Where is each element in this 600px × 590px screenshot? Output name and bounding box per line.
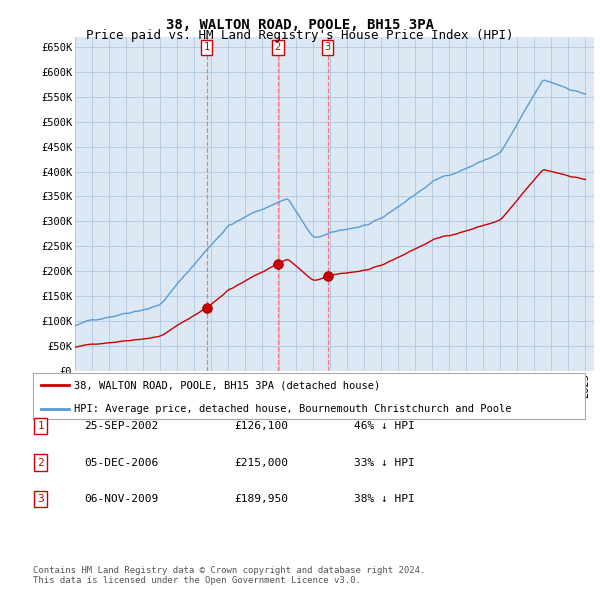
Text: Contains HM Land Registry data © Crown copyright and database right 2024.
This d: Contains HM Land Registry data © Crown c… xyxy=(33,566,425,585)
Text: 1: 1 xyxy=(203,42,209,52)
Text: 38, WALTON ROAD, POOLE, BH15 3PA: 38, WALTON ROAD, POOLE, BH15 3PA xyxy=(166,18,434,32)
Text: £215,000: £215,000 xyxy=(234,458,288,467)
Text: Price paid vs. HM Land Registry's House Price Index (HPI): Price paid vs. HM Land Registry's House … xyxy=(86,30,514,42)
Text: 46% ↓ HPI: 46% ↓ HPI xyxy=(354,421,415,431)
Text: £126,100: £126,100 xyxy=(234,421,288,431)
Text: 25-SEP-2002: 25-SEP-2002 xyxy=(84,421,158,431)
Text: 2: 2 xyxy=(275,42,281,52)
Text: 3: 3 xyxy=(325,42,331,52)
Text: 2: 2 xyxy=(37,458,44,467)
Text: 05-DEC-2006: 05-DEC-2006 xyxy=(84,458,158,467)
Text: £189,950: £189,950 xyxy=(234,494,288,504)
Text: 06-NOV-2009: 06-NOV-2009 xyxy=(84,494,158,504)
Text: 38% ↓ HPI: 38% ↓ HPI xyxy=(354,494,415,504)
Text: HPI: Average price, detached house, Bournemouth Christchurch and Poole: HPI: Average price, detached house, Bour… xyxy=(74,404,512,414)
Text: 3: 3 xyxy=(37,494,44,504)
Text: 1: 1 xyxy=(37,421,44,431)
Text: 33% ↓ HPI: 33% ↓ HPI xyxy=(354,458,415,467)
Text: 38, WALTON ROAD, POOLE, BH15 3PA (detached house): 38, WALTON ROAD, POOLE, BH15 3PA (detach… xyxy=(74,381,380,391)
